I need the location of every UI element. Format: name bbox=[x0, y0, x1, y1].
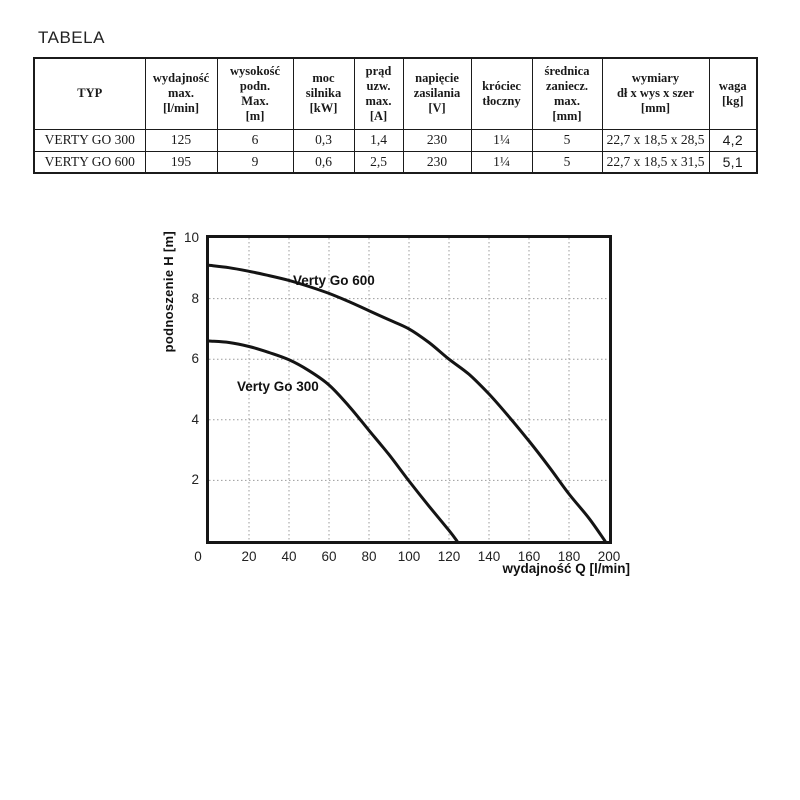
x-tick-label: 40 bbox=[281, 549, 297, 564]
col-header-napiecie-zasilania: napięcie zasilania [V] bbox=[402, 57, 472, 130]
cell-srednica-zaniecz: 5 bbox=[531, 150, 603, 174]
x-tick-label: 100 bbox=[397, 549, 421, 564]
x-axis-title: wydajność Q [l/min] bbox=[502, 561, 630, 576]
curve-verty-go-300 bbox=[209, 339, 459, 541]
table-row-verty-go-300: VERTY GO 300 125 6 0,3 1,4 230 1¼ 5 22,7… bbox=[33, 128, 758, 152]
col-header-srednica-zaniecz: średnica zaniecz. max. [mm] bbox=[531, 57, 603, 130]
cell-prad-uzw: 2,5 bbox=[353, 150, 404, 174]
cell-wydajnosc-max: 125 bbox=[144, 128, 218, 152]
x-tick-label: 20 bbox=[241, 549, 257, 564]
cell-napiecie-zasilania: 230 bbox=[402, 150, 472, 174]
x-tick-label: 140 bbox=[477, 549, 501, 564]
cell-moc-silnika: 0,6 bbox=[292, 150, 355, 174]
cell-prad-uzw: 1,4 bbox=[353, 128, 404, 152]
curve-label-verty-go-600: Verty Go 600 bbox=[293, 273, 375, 288]
x-tick-label: 0 bbox=[194, 549, 202, 564]
x-tick-label: 200 bbox=[597, 549, 621, 564]
cell-wydajnosc-max: 195 bbox=[144, 150, 218, 174]
col-header-moc-silnika: moc silnika [kW] bbox=[292, 57, 355, 130]
x-tick-label: 60 bbox=[321, 549, 337, 564]
curve-label-verty-go-300: Verty Go 300 bbox=[237, 379, 319, 394]
page-title: TABELA bbox=[38, 28, 105, 47]
cell-krociec-tloczny: 1¼ bbox=[470, 150, 533, 174]
col-header-typ: TYP bbox=[33, 57, 146, 130]
x-tick-label: 120 bbox=[437, 549, 461, 564]
y-tick-label: 8 bbox=[191, 290, 199, 306]
table-row-verty-go-600: VERTY GO 600 195 9 0,6 2,5 230 1¼ 5 22,7… bbox=[33, 150, 758, 174]
cell-typ: VERTY GO 300 bbox=[33, 128, 146, 152]
cell-wysokosc-podn: 6 bbox=[216, 128, 294, 152]
col-header-wysokosc-podn: wysokość podn. Max. [m] bbox=[216, 57, 294, 130]
pump-spec-table: TYP wydajność max. [l/min] wysokość podn… bbox=[33, 57, 758, 174]
cell-srednica-zaniecz: 5 bbox=[531, 128, 603, 152]
cell-wysokosc-podn: 9 bbox=[216, 150, 294, 174]
curve-verty-go-600 bbox=[209, 263, 607, 541]
x-tick-label: 160 bbox=[517, 549, 541, 564]
x-tick-label: 80 bbox=[361, 549, 377, 564]
y-tick-label: 2 bbox=[191, 472, 199, 488]
col-header-wydajnosc-max: wydajność max. [l/min] bbox=[144, 57, 218, 130]
cell-waga: 4,2 bbox=[708, 128, 758, 152]
x-tick-label: 180 bbox=[557, 549, 581, 564]
cell-waga: 5,1 bbox=[708, 150, 758, 174]
plot-svg: Verty Go 600 Verty Go 300 bbox=[209, 238, 609, 541]
col-header-waga: waga [kg] bbox=[708, 57, 758, 130]
cell-krociec-tloczny: 1¼ bbox=[470, 128, 533, 152]
y-tick-label: 6 bbox=[191, 351, 199, 367]
y-tick-label: 4 bbox=[191, 411, 199, 427]
y-tick-label: 10 bbox=[183, 230, 199, 245]
cell-wymiary: 22,7 x 18,5 x 31,5 bbox=[601, 150, 710, 174]
col-header-wymiary: wymiary dł x wys x szer [mm] bbox=[601, 57, 710, 130]
cell-moc-silnika: 0,3 bbox=[292, 128, 355, 152]
col-header-prad-uzw: prąd uzw. max. [A] bbox=[353, 57, 404, 130]
plot-area: Verty Go 600 Verty Go 300 bbox=[206, 235, 612, 544]
col-header-krociec-tloczny: króciec tłoczny bbox=[470, 57, 533, 130]
cell-typ: VERTY GO 600 bbox=[33, 150, 146, 174]
cell-napiecie-zasilania: 230 bbox=[402, 128, 472, 152]
cell-wymiary: 22,7 x 18,5 x 28,5 bbox=[601, 128, 710, 152]
table-header-row: TYP wydajność max. [l/min] wysokość podn… bbox=[33, 57, 758, 130]
